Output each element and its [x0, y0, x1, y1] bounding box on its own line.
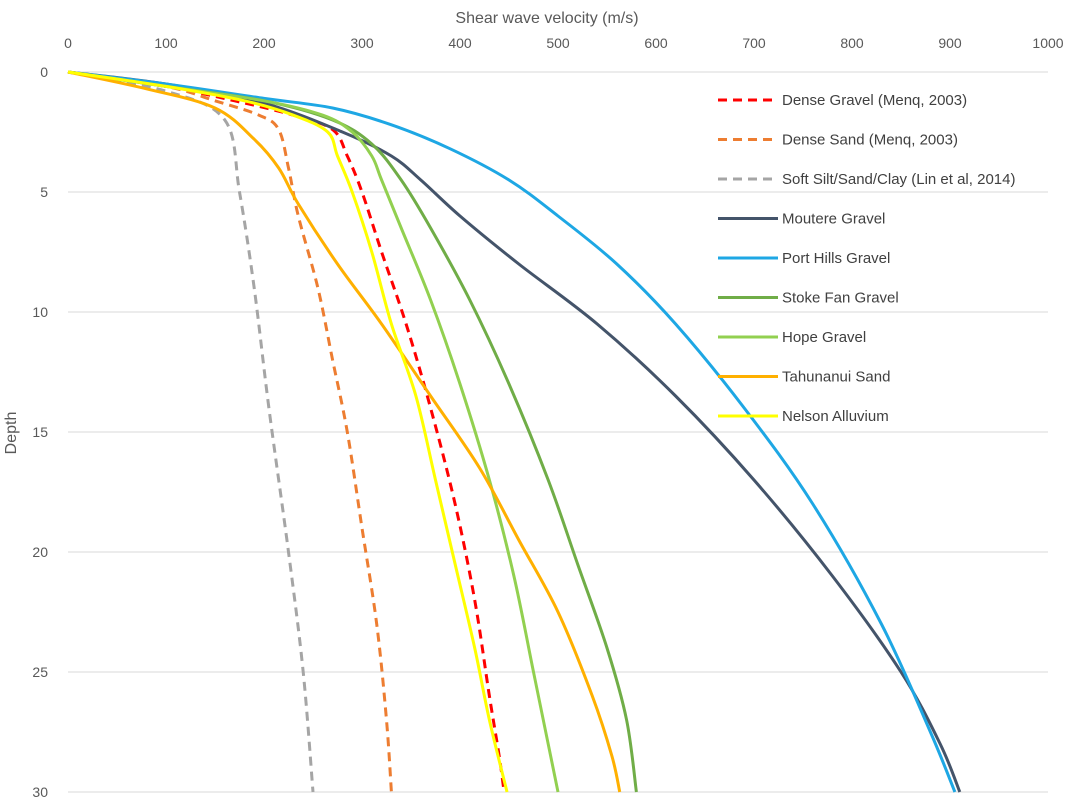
legend-label-0: Dense Gravel (Menq, 2003): [782, 92, 967, 109]
legend-label-1: Dense Sand (Menq, 2003): [782, 132, 958, 149]
legend-label-7: Tahunanui Sand: [782, 369, 890, 386]
x-tick-label-5: 500: [546, 35, 570, 51]
legend-label-3: Moutere Gravel: [782, 211, 885, 228]
y-tick-label-4: 20: [32, 544, 48, 560]
y-axis-tick-labels: 0 5 10 15 20 25 30: [32, 64, 48, 800]
series-line-7: [67, 70, 622, 793]
series-line-0: [67, 70, 506, 793]
series-line-8: [67, 70, 509, 793]
legend-label-4: Port Hills Gravel: [782, 250, 890, 267]
y-tick-label-1: 5: [40, 184, 48, 200]
legend-label-5: Stoke Fan Gravel: [782, 290, 899, 307]
x-tick-label-9: 900: [938, 35, 962, 51]
x-tick-label-6: 600: [644, 35, 668, 51]
x-axis-title: Shear wave velocity (m/s): [455, 10, 638, 27]
legend-label-8: Nelson Alluvium: [782, 408, 889, 425]
series-line-6: [67, 70, 560, 793]
y-tick-label-6: 30: [32, 784, 48, 800]
series-line-3: [67, 70, 962, 793]
x-tick-label-10: 1000: [1032, 35, 1063, 51]
x-axis-tick-labels: 0 100 200 300 400 500 600 700 800 900 1000: [64, 35, 1064, 51]
y-tick-label-2: 10: [32, 304, 48, 320]
y-tick-label-0: 0: [40, 64, 48, 80]
x-tick-label-4: 400: [448, 35, 472, 51]
series-line-4: [67, 70, 957, 793]
series-lines: [67, 70, 962, 793]
x-tick-label-0: 0: [64, 35, 72, 51]
x-tick-label-3: 300: [350, 35, 374, 51]
x-tick-label-1: 100: [154, 35, 178, 51]
gridlines: [68, 71, 1048, 793]
legend-label-6: Hope Gravel: [782, 329, 866, 346]
legend: Dense Gravel (Menq, 2003) Dense Sand (Men…: [718, 92, 1015, 425]
legend-label-2: Soft Silt/Sand/Clay (Lin et al, 2014): [782, 171, 1015, 188]
series-line-1: [67, 70, 393, 793]
y-axis-title: Depth: [3, 412, 20, 455]
x-tick-label-2: 200: [252, 35, 276, 51]
x-tick-label-8: 800: [840, 35, 864, 51]
y-tick-label-5: 25: [32, 664, 48, 680]
x-tick-label-7: 700: [742, 35, 766, 51]
y-tick-label-3: 15: [32, 424, 48, 440]
